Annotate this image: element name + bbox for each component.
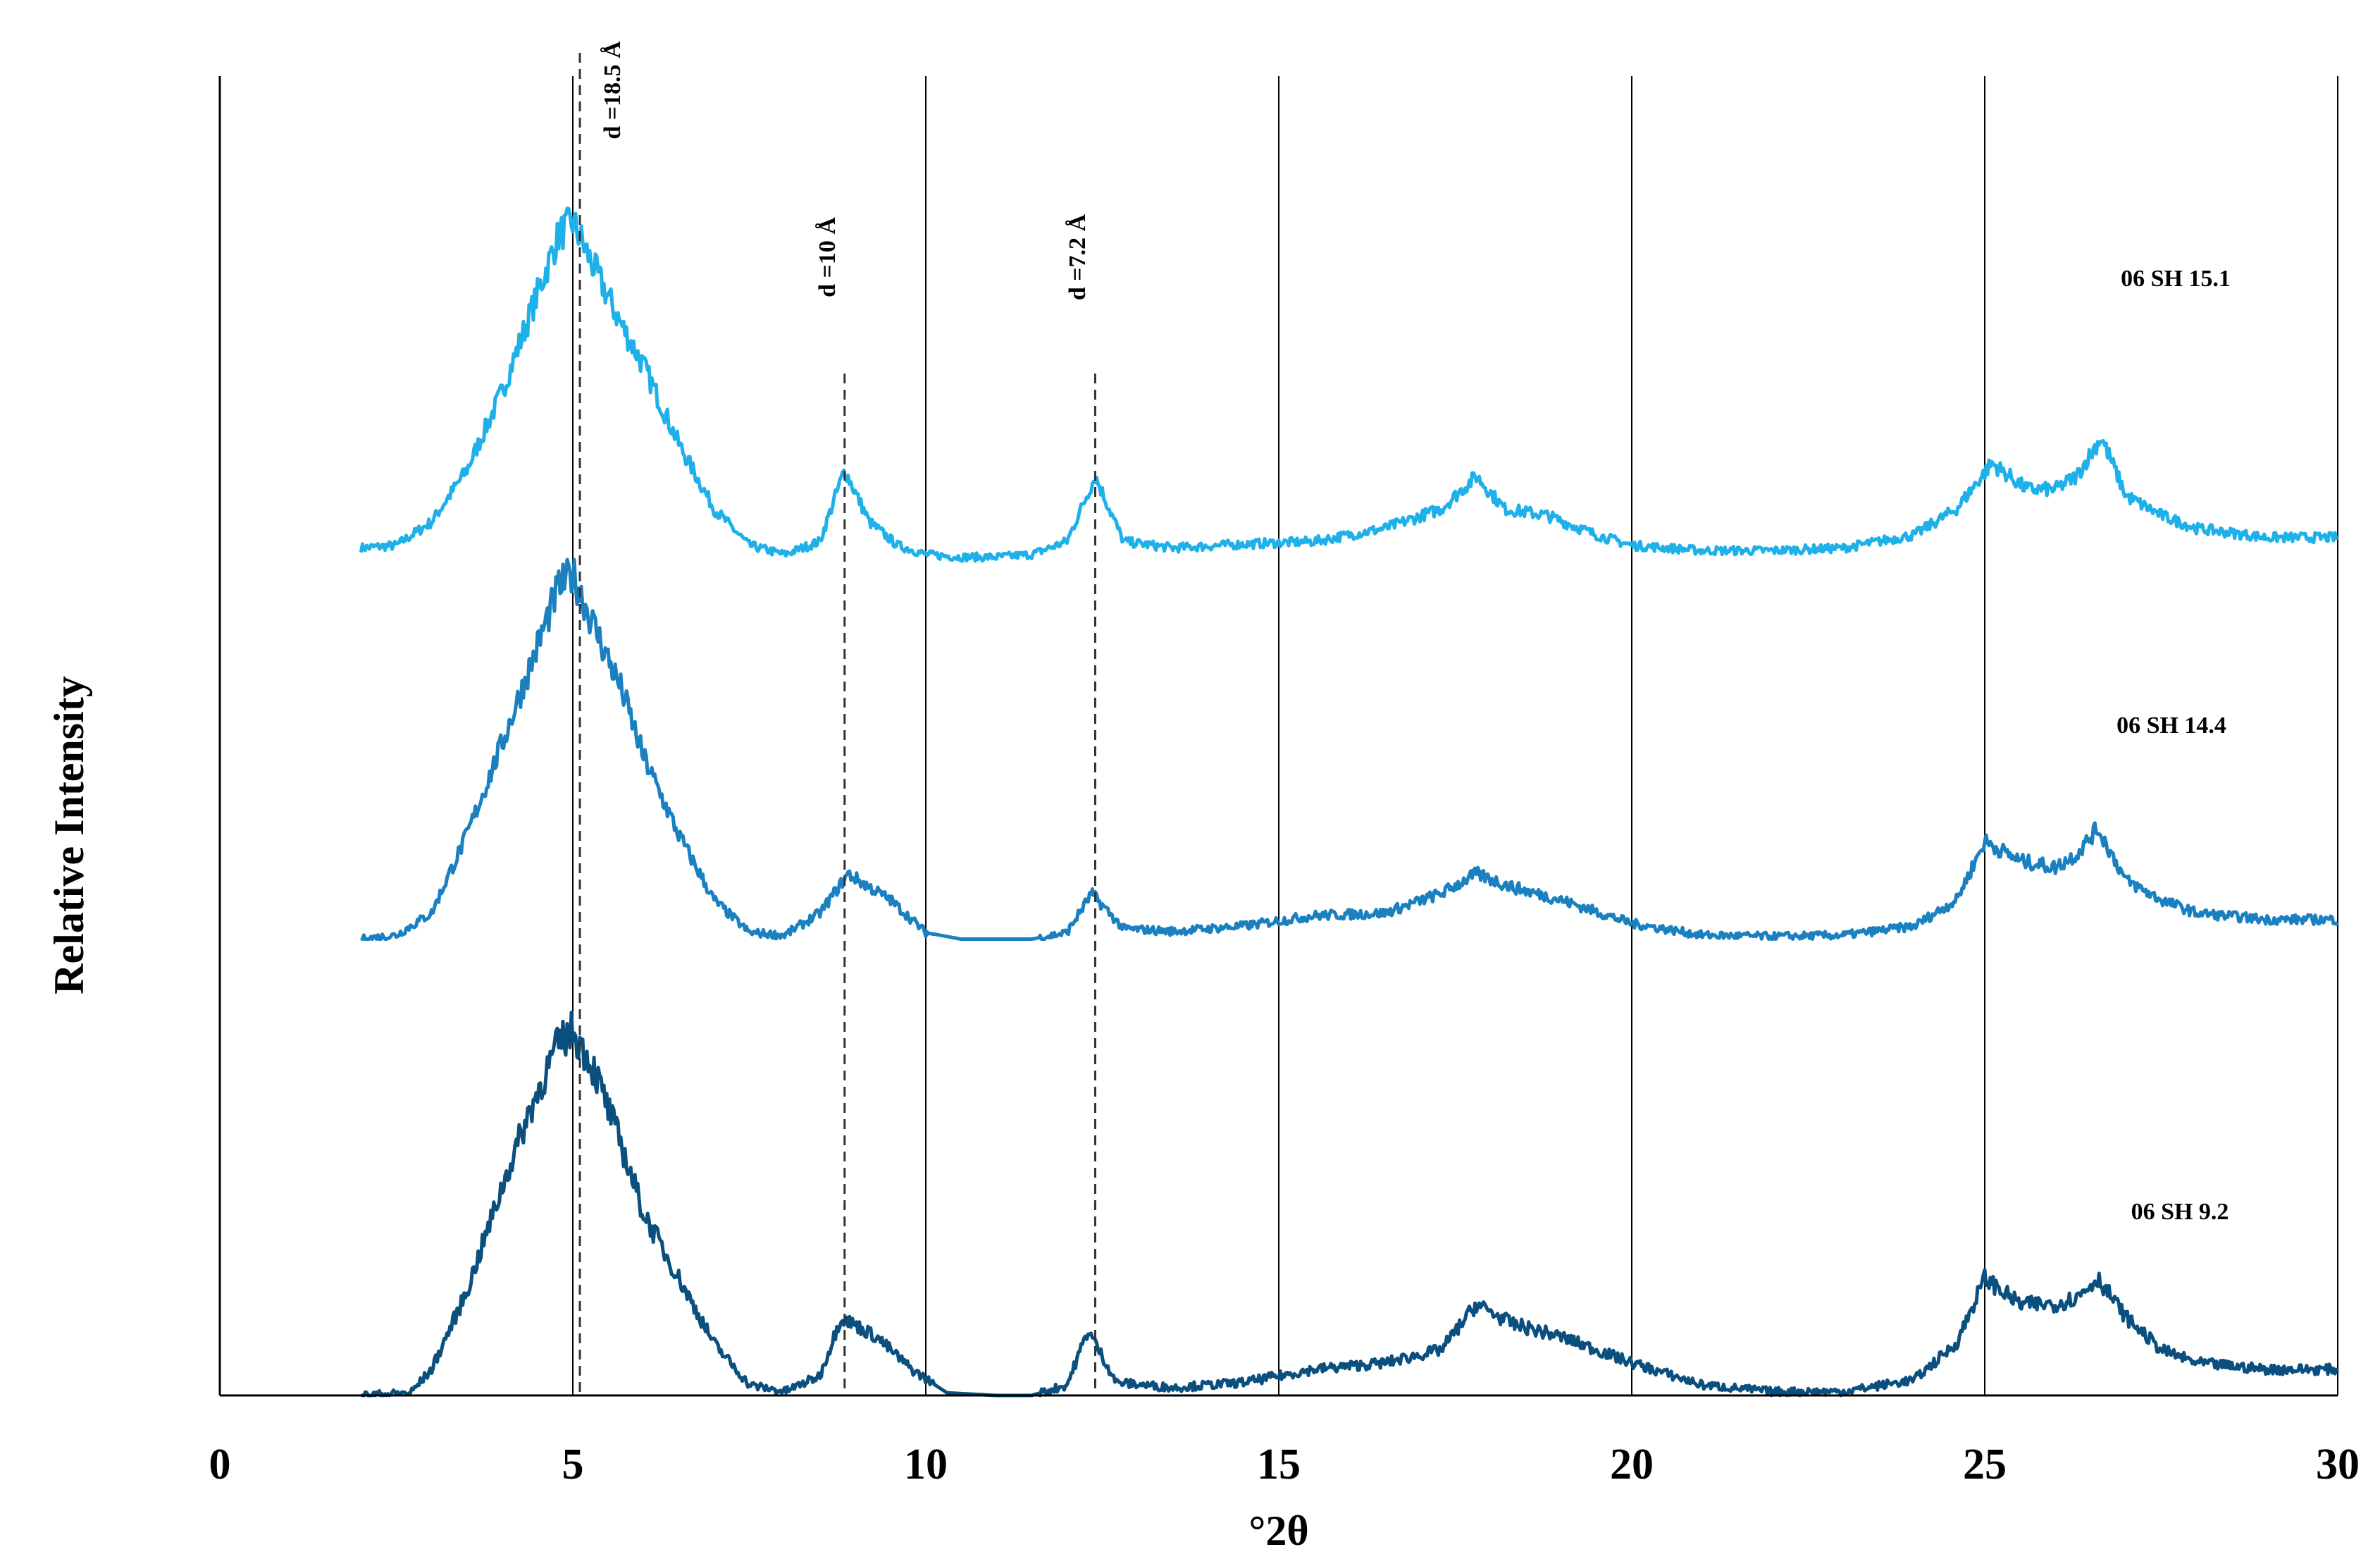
series-label-3: 06 SH 9.2 <box>2131 1199 2229 1225</box>
x-tick-label: 30 <box>2316 1441 2360 1488</box>
annotations: d =18.5 Å d =10 Å d =7.2 Å 06 SH 15.1 06 SH … <box>600 41 2231 1225</box>
d-spacing-label-1: d =18.5 Å <box>600 41 626 140</box>
series-line-2 <box>359 557 2339 941</box>
series-traces <box>359 206 2340 1398</box>
series-line-1 <box>359 206 2338 563</box>
series-line-3 <box>360 1011 2340 1398</box>
series-label-2: 06 SH 14.4 <box>2116 713 2226 739</box>
x-axis-title: °2θ <box>1248 1508 1308 1554</box>
d-spacing-label-3: d =7.2 Å <box>1065 214 1091 300</box>
grid-lines <box>572 76 2338 1395</box>
reference-lines <box>578 53 1096 1395</box>
x-tick-label: 25 <box>1963 1441 2007 1488</box>
x-tick-labels: 0 5 10 15 20 25 30 <box>209 1441 2360 1488</box>
x-tick-label: 20 <box>1610 1441 1654 1488</box>
axes <box>218 76 2338 1397</box>
d-spacing-label-2: d =10 Å <box>814 217 841 297</box>
y-axis-title: Relative Intensity <box>46 676 92 994</box>
series-label-1: 06 SH 15.1 <box>2121 266 2231 292</box>
x-tick-label: 15 <box>1257 1441 1301 1488</box>
x-tick-label: 0 <box>209 1441 231 1488</box>
x-tick-label: 10 <box>904 1441 948 1488</box>
x-tick-label: 5 <box>562 1441 584 1488</box>
